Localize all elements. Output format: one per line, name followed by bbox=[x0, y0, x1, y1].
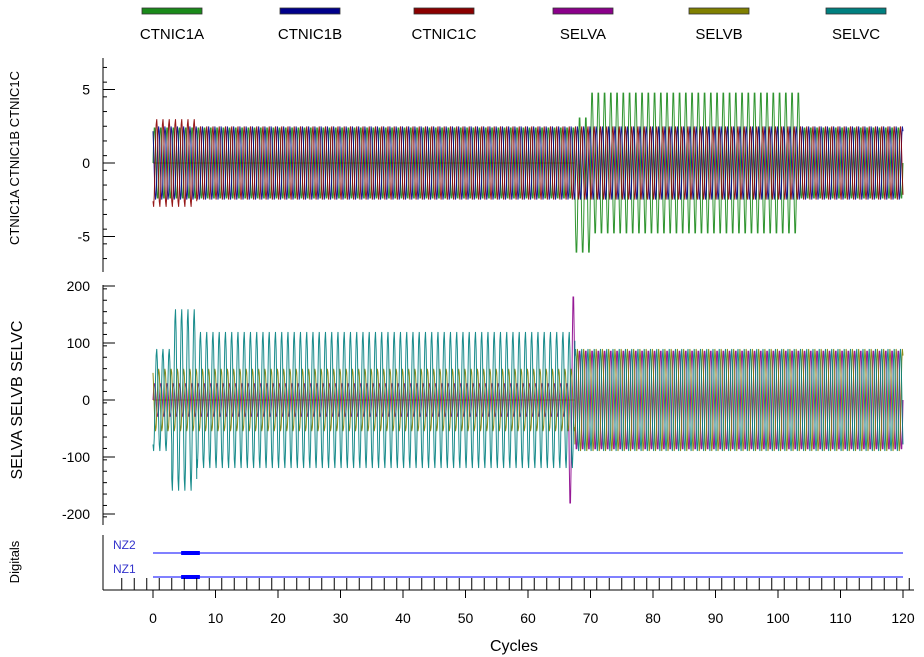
legend-label: CTNIC1A bbox=[140, 26, 204, 43]
x-tick-label: 100 bbox=[766, 610, 790, 626]
series-line-selva bbox=[152, 296, 904, 504]
series-line-ctnic1c bbox=[152, 119, 904, 207]
legend-swatch bbox=[552, 7, 614, 15]
legend-swatch bbox=[279, 7, 341, 15]
y-tick-label: 200 bbox=[67, 278, 91, 294]
y-tick-label: -100 bbox=[62, 449, 90, 465]
series-line-selvb bbox=[152, 348, 904, 452]
current-panel-y-label: CTNIC1A CTNIC1B CTNIC1C bbox=[7, 71, 22, 245]
legend-label: SELVB bbox=[695, 26, 742, 43]
x-tick-label: 60 bbox=[520, 610, 536, 626]
y-tick-label: 0 bbox=[82, 155, 90, 171]
series-line-ctnic1b bbox=[152, 126, 904, 200]
legend-label: CTNIC1C bbox=[411, 26, 476, 43]
y-tick-label: -5 bbox=[78, 229, 91, 245]
legend-swatch bbox=[141, 7, 203, 15]
digital-channel-label: NZ2 bbox=[113, 538, 136, 552]
x-tick-label: 10 bbox=[208, 610, 224, 626]
legend-swatch bbox=[825, 7, 887, 15]
digitals-y-label: Digitals bbox=[7, 540, 22, 583]
voltage-panel-y-label: SELVA SELVB SELVC bbox=[9, 321, 26, 480]
x-tick-label: 30 bbox=[333, 610, 349, 626]
x-tick-label: 20 bbox=[270, 610, 286, 626]
x-tick-label: 90 bbox=[708, 610, 724, 626]
digital-pulse bbox=[181, 575, 200, 579]
x-tick-label: 0 bbox=[149, 610, 157, 626]
x-axis-label: Cycles bbox=[490, 638, 538, 655]
x-tick-label: 50 bbox=[458, 610, 474, 626]
digital-channel-label: NZ1 bbox=[113, 562, 136, 576]
series-line-selvc bbox=[152, 309, 904, 491]
y-tick-label: 5 bbox=[82, 82, 90, 98]
y-tick-label: 100 bbox=[67, 335, 91, 351]
y-axis-titles: CTNIC1A CTNIC1B CTNIC1C SELVA SELVB SELV… bbox=[7, 71, 26, 583]
legend-label: SELVC bbox=[832, 26, 880, 43]
legend-swatch bbox=[413, 7, 475, 15]
x-tick-label: 40 bbox=[395, 610, 411, 626]
x-tick-label: 120 bbox=[891, 610, 915, 626]
x-tick-label: 70 bbox=[583, 610, 599, 626]
legend: CTNIC1A CTNIC1B CTNIC1C SELVA SELVB SELVC bbox=[140, 7, 887, 43]
y-tick-label: 0 bbox=[82, 392, 90, 408]
legend-swatch bbox=[688, 7, 750, 15]
y-tick-label: -200 bbox=[62, 506, 90, 522]
x-tick-label: 110 bbox=[829, 610, 852, 626]
legend-label: SELVA bbox=[560, 26, 606, 43]
x-tick-label: 80 bbox=[645, 610, 661, 626]
digital-pulse bbox=[181, 551, 200, 555]
legend-label: CTNIC1B bbox=[278, 26, 342, 43]
